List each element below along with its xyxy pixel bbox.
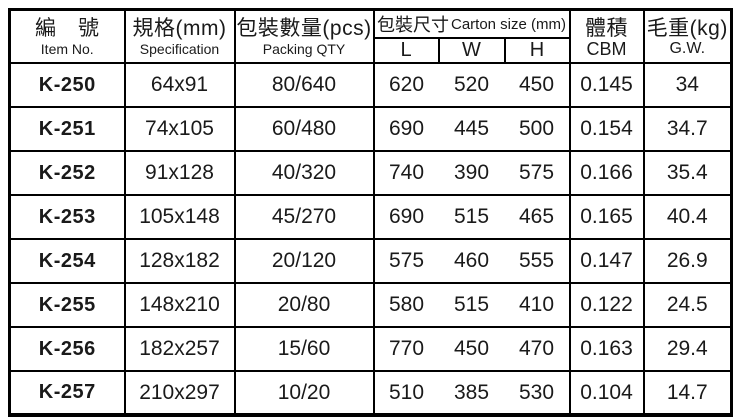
- cell-specification: 105x148: [123, 194, 236, 240]
- col-header-gw-zh: 毛重(kg): [646, 17, 728, 40]
- table-body: K-250 64x91 80/640 620 520 450 0.145 34 …: [8, 62, 733, 416]
- cell-carton-h: 465: [504, 194, 571, 240]
- table-header: 編 號 Item No. 規格(mm) Specification 包裝數量(p…: [8, 8, 733, 64]
- table-row: K-256 182x257 15/60 770 450 470 0.163 29…: [8, 326, 733, 372]
- cell-carton-w: 520: [438, 62, 505, 108]
- cell-item-no: K-257: [8, 370, 126, 416]
- cell-specification: 148x210: [123, 282, 236, 328]
- cell-carton-h: 500: [504, 106, 571, 152]
- cell-item-no: K-256: [8, 326, 126, 372]
- col-header-item-no-zh: 編 號: [35, 17, 100, 40]
- cell-gw: 40.4: [642, 194, 733, 240]
- cell-gw: 34.7: [642, 106, 733, 152]
- table-row: K-253 105x148 45/270 690 515 465 0.165 4…: [8, 194, 733, 240]
- cell-item-no: K-254: [8, 238, 126, 284]
- cell-gw: 14.7: [642, 370, 733, 416]
- table-row: K-257 210x297 10/20 510 385 530 0.104 14…: [8, 370, 733, 416]
- col-header-carton-l: L: [372, 37, 440, 64]
- cell-gw: 24.5: [642, 282, 733, 328]
- cell-specification: 74x105: [123, 106, 236, 152]
- cell-carton-l: 740: [372, 150, 439, 196]
- col-header-gw-en: G.W.: [669, 40, 706, 57]
- cell-carton-w: 460: [438, 238, 505, 284]
- cell-carton-w: 445: [438, 106, 505, 152]
- spec-table: 編 號 Item No. 規格(mm) Specification 包裝數量(p…: [8, 8, 733, 417]
- cell-item-no: K-250: [8, 62, 126, 108]
- cell-cbm: 0.166: [568, 150, 645, 196]
- cell-cbm: 0.163: [568, 326, 645, 372]
- cell-packing-qty: 45/270: [233, 194, 375, 240]
- cell-carton-w: 450: [438, 326, 505, 372]
- cell-carton-h: 450: [504, 62, 571, 108]
- cell-item-no: K-255: [8, 282, 126, 328]
- cell-carton-l: 690: [372, 194, 439, 240]
- col-header-carton-size-zh: 包裝尺寸: [376, 15, 449, 35]
- cell-carton-w: 515: [438, 194, 505, 240]
- col-header-item-no-en: Item No.: [40, 41, 94, 57]
- header-row-main: 編 號 Item No. 規格(mm) Specification 包裝數量(p…: [8, 8, 733, 64]
- cell-item-no: K-251: [8, 106, 126, 152]
- cell-packing-qty: 20/120: [233, 238, 375, 284]
- cell-carton-w: 390: [438, 150, 505, 196]
- cell-carton-h: 410: [504, 282, 571, 328]
- table-row: K-254 128x182 20/120 575 460 555 0.147 2…: [8, 238, 733, 284]
- col-header-carton-size-en: Carton size (mm): [450, 15, 566, 33]
- cell-gw: 34: [642, 62, 733, 108]
- cell-item-no: K-253: [8, 194, 126, 240]
- col-header-packing-qty-en: Packing QTY: [262, 41, 346, 57]
- cell-carton-l: 770: [372, 326, 439, 372]
- col-header-gw: 毛重(kg) G.W.: [642, 8, 733, 64]
- col-header-specification-en: Specification: [139, 41, 220, 57]
- table-row: K-251 74x105 60/480 690 445 500 0.154 34…: [8, 106, 733, 152]
- cell-packing-qty: 15/60: [233, 326, 375, 372]
- cell-carton-h: 470: [504, 326, 571, 372]
- col-header-item-no: 編 號 Item No.: [8, 8, 126, 64]
- table-row: K-255 148x210 20/80 580 515 410 0.122 24…: [8, 282, 733, 328]
- cell-cbm: 0.165: [568, 194, 645, 240]
- cell-cbm: 0.122: [568, 282, 645, 328]
- cell-packing-qty: 60/480: [233, 106, 375, 152]
- col-header-cbm: 體積 CBM: [568, 8, 645, 64]
- cell-packing-qty: 10/20: [233, 370, 375, 416]
- cell-carton-w: 515: [438, 282, 505, 328]
- cell-packing-qty: 80/640: [233, 62, 375, 108]
- cell-item-no: K-252: [8, 150, 126, 196]
- cell-carton-l: 580: [372, 282, 439, 328]
- cell-gw: 35.4: [642, 150, 733, 196]
- cell-gw: 26.9: [642, 238, 733, 284]
- col-header-packing-qty-zh: 包裝數量(pcs): [236, 17, 372, 40]
- cell-specification: 210x297: [123, 370, 236, 416]
- cell-carton-h: 530: [504, 370, 571, 416]
- col-header-cbm-zh: 體積: [585, 17, 628, 40]
- col-header-carton-w: W: [437, 37, 506, 64]
- cell-carton-l: 510: [372, 370, 439, 416]
- cell-carton-l: 620: [372, 62, 439, 108]
- col-header-carton-h: H: [503, 37, 571, 64]
- col-header-specification: 規格(mm) Specification: [123, 8, 236, 64]
- cell-specification: 91x128: [123, 150, 236, 196]
- cell-cbm: 0.145: [568, 62, 645, 108]
- cell-carton-w: 385: [438, 370, 505, 416]
- cell-specification: 128x182: [123, 238, 236, 284]
- cell-cbm: 0.104: [568, 370, 645, 416]
- col-header-carton-size: 包裝尺寸 Carton size (mm): [372, 8, 571, 39]
- cell-specification: 182x257: [123, 326, 236, 372]
- cell-specification: 64x91: [123, 62, 236, 108]
- col-header-specification-zh: 規格(mm): [132, 17, 227, 40]
- cell-cbm: 0.147: [568, 238, 645, 284]
- col-header-cbm-en: CBM: [586, 39, 627, 59]
- cell-cbm: 0.154: [568, 106, 645, 152]
- cell-carton-h: 555: [504, 238, 571, 284]
- cell-packing-qty: 20/80: [233, 282, 375, 328]
- table-row: K-252 91x128 40/320 740 390 575 0.166 35…: [8, 150, 733, 196]
- cell-gw: 29.4: [642, 326, 733, 372]
- cell-carton-h: 575: [504, 150, 571, 196]
- cell-packing-qty: 40/320: [233, 150, 375, 196]
- cell-carton-l: 575: [372, 238, 439, 284]
- table-row: K-250 64x91 80/640 620 520 450 0.145 34: [8, 62, 733, 108]
- cell-carton-l: 690: [372, 106, 439, 152]
- header-row-lwh: L W H: [10, 37, 732, 64]
- col-header-packing-qty: 包裝數量(pcs) Packing QTY: [233, 8, 375, 64]
